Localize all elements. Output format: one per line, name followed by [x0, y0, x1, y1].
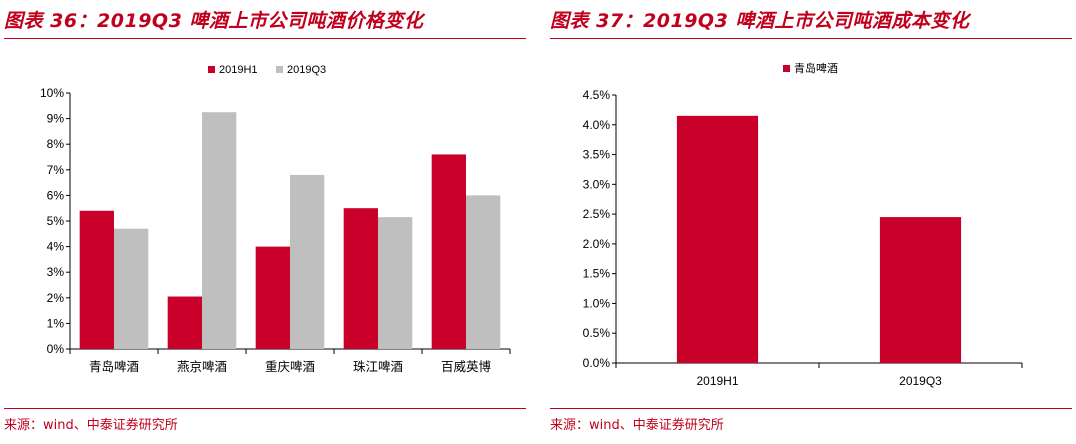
y-tick-label: 9%: [47, 112, 65, 126]
y-tick-label: 3.0%: [583, 177, 611, 191]
x-tick-label: 燕京啤酒: [177, 359, 227, 374]
y-tick-label: 6%: [47, 188, 65, 202]
x-tick-label: 重庆啤酒: [265, 359, 315, 374]
left-chart-panel: 图表 36：2019Q3 啤酒上市公司吨酒价格变化 2019H1 2019Q3 0%…: [4, 0, 526, 444]
y-tick-label: 10%: [40, 86, 64, 100]
bar: [378, 217, 413, 349]
y-tick-label: 0.0%: [583, 356, 611, 370]
y-tick-label: 1%: [47, 316, 65, 330]
x-tick-label: 百威英博: [441, 359, 492, 374]
bar: [255, 246, 290, 349]
x-tick-label: 2019Q3: [899, 374, 942, 388]
x-tick-label: 2019H1: [696, 374, 738, 388]
bar: [676, 115, 759, 363]
right-source-rule: [550, 408, 1072, 409]
cost-change-chart: 青岛啤酒 0.0% 0.5% 1.0% 1.5% 2.0% 2.5% 3.0% 3.5% 4.0%…: [583, 61, 1023, 388]
y-tick-label: 7%: [47, 163, 65, 177]
x-tick-label: 珠江啤酒: [353, 359, 403, 374]
bar: [202, 112, 237, 349]
x-tick-label: 青岛啤酒: [89, 359, 139, 374]
right-source-note: 来源：wind、中泰证券研究所: [550, 418, 724, 433]
legend-label: 2019Q3: [287, 64, 326, 76]
legend-swatch: [208, 66, 215, 73]
y-tick-label: 2.0%: [583, 237, 611, 251]
legend-label: 青岛啤酒: [794, 61, 838, 75]
right-chart-title: 图表 37：2019Q3 啤酒上市公司吨酒成本变化: [550, 10, 970, 32]
right-title-rule: [550, 38, 1072, 39]
price-change-chart: 2019H1 2019Q3 0% 1% 2% 3% 4% 5% 6% 7% 8% 9% 10% 青岛啤酒 燕…: [40, 64, 511, 374]
y-tick-label: 8%: [47, 137, 65, 151]
y-tick-label: 1.5%: [583, 267, 611, 281]
y-tick-label: 4%: [47, 240, 65, 254]
bar: [114, 228, 149, 349]
y-tick-label: 3%: [47, 265, 65, 279]
y-tick-label: 2.5%: [583, 207, 611, 221]
legend-swatch: [276, 66, 283, 73]
y-tick-label: 0%: [47, 342, 65, 356]
y-tick-label: 1.0%: [583, 296, 611, 310]
y-tick-label: 2%: [47, 291, 65, 305]
legend-label: 2019H1: [219, 64, 258, 76]
bar: [167, 296, 202, 349]
y-tick-label: 4.5%: [583, 88, 611, 102]
bar: [466, 195, 501, 349]
left-source-note: 来源：wind、中泰证券研究所: [4, 418, 178, 433]
y-tick-label: 4.0%: [583, 118, 611, 132]
y-tick-label: 3.5%: [583, 148, 611, 162]
bar: [431, 154, 466, 349]
y-tick-label: 5%: [47, 214, 65, 228]
bar: [290, 174, 325, 349]
legend-swatch: [783, 65, 790, 72]
y-tick-label: 0.5%: [583, 326, 611, 340]
left-title-rule: [4, 38, 526, 39]
right-chart-panel: 图表 37：2019Q3 啤酒上市公司吨酒成本变化 青岛啤酒 0.0% 0.5% 1.…: [550, 0, 1072, 444]
left-source-rule: [4, 408, 526, 409]
bar: [79, 210, 114, 349]
left-chart-title: 图表 36：2019Q3 啤酒上市公司吨酒价格变化: [4, 10, 424, 32]
bar: [343, 208, 378, 349]
bar: [879, 217, 962, 363]
